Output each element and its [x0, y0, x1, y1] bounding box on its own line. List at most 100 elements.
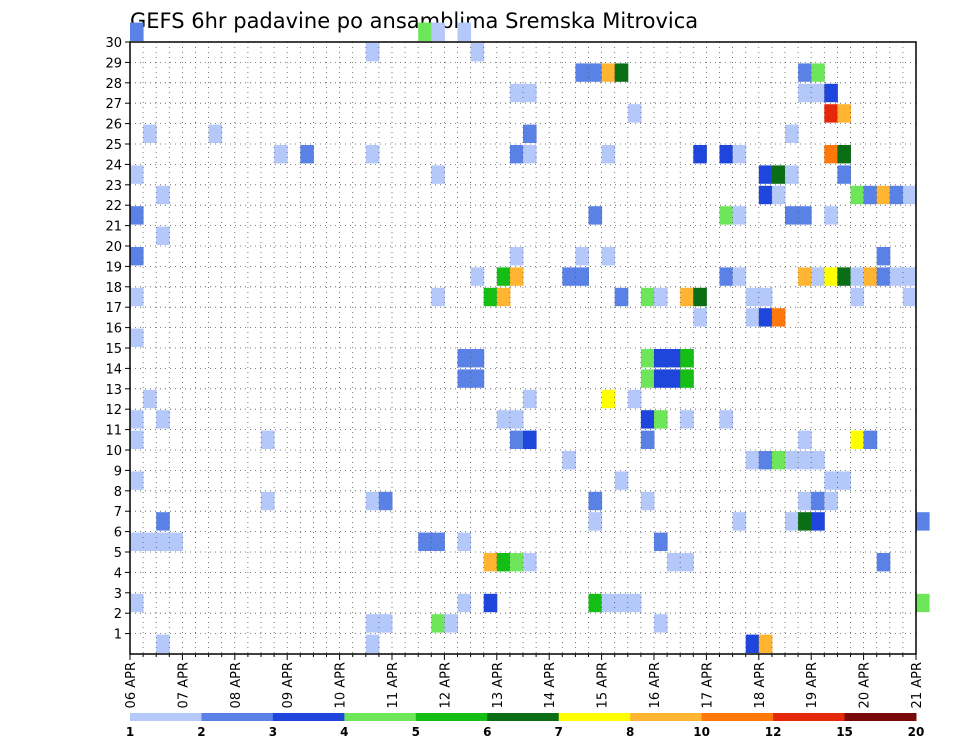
heatmap-cell: [627, 104, 642, 123]
heatmap-cell: [811, 267, 825, 286]
heatmap-cell: [365, 145, 380, 164]
heatmap-cell: [798, 83, 812, 103]
heatmap-cell: [496, 267, 511, 286]
heatmap-cell: [863, 185, 878, 205]
heatmap-cell: [509, 553, 524, 572]
heatmap-cell: [300, 145, 314, 164]
heatmap-cell: [575, 63, 589, 82]
heatmap-cell: [156, 634, 170, 653]
y-tick-label: 15: [105, 342, 122, 357]
heatmap-cell: [785, 451, 799, 470]
heatmap-cell: [785, 124, 799, 143]
y-tick-label: 5: [114, 546, 122, 561]
heatmap-cell: [169, 532, 183, 551]
heatmap-cell: [156, 512, 170, 531]
heatmap-cell: [837, 267, 851, 286]
colorbar-swatch: [558, 713, 631, 721]
heatmap-cell: [850, 185, 865, 205]
heatmap-cell: [588, 512, 603, 531]
x-tick-label: 07 APR: [176, 662, 191, 708]
heatmap-cell: [378, 614, 393, 633]
heatmap-cell: [837, 471, 851, 490]
heatmap-cell: [509, 83, 524, 103]
heatmap-cell: [156, 226, 170, 245]
heatmap-cell: [680, 410, 694, 429]
y-tick-label: 26: [105, 118, 122, 133]
heatmap-cell: [667, 349, 681, 368]
y-tick-label: 10: [105, 444, 122, 459]
heatmap-cell: [130, 410, 144, 429]
heatmap-cell: [824, 145, 838, 164]
heatmap-cell: [798, 267, 812, 286]
heatmap-cell: [876, 185, 891, 205]
heatmap-cell: [811, 491, 825, 511]
heatmap-cell: [457, 532, 472, 551]
y-tick-label: 17: [105, 301, 122, 316]
heatmap-cell: [640, 430, 655, 449]
heatmap-cell: [130, 471, 144, 490]
colorbar-tick-label: 6: [483, 725, 491, 739]
colorbar-swatch: [701, 713, 774, 721]
heatmap-cell: [588, 491, 603, 511]
heatmap-cell: [732, 512, 747, 531]
heatmap-cell: [365, 43, 380, 62]
y-tick-label: 27: [105, 97, 122, 112]
heatmap-cell: [850, 430, 865, 449]
chart-title: GEFS 6hr padavine po ansamblima Sremska …: [130, 9, 698, 33]
heatmap-cell: [811, 83, 825, 103]
heatmap-cell: [811, 512, 825, 531]
x-tick-label: 08 APR: [229, 662, 244, 708]
heatmap-cell: [798, 206, 812, 225]
heatmap-cell: [850, 287, 865, 307]
heatmap-cell: [667, 553, 681, 572]
heatmap-cell: [680, 553, 694, 572]
heatmap-cell: [771, 185, 786, 205]
heatmap-cell: [745, 451, 760, 470]
heatmap-cell: [601, 389, 616, 409]
heatmap-cell: [680, 287, 694, 307]
heatmap-cell: [732, 145, 747, 164]
heatmap-cell: [916, 512, 930, 531]
y-tick-label: 21: [105, 220, 122, 235]
heatmap-cell: [509, 145, 524, 164]
heatmap-cell: [640, 349, 655, 368]
heatmap-cell: [771, 165, 786, 184]
heatmap-cell: [509, 410, 524, 429]
heatmap-cell: [470, 369, 485, 388]
heatmap-cell: [523, 553, 537, 572]
heatmap-cell: [758, 308, 773, 327]
y-tick-label: 12: [105, 403, 122, 418]
heatmap-cell: [378, 491, 393, 511]
y-tick-label: 13: [105, 383, 122, 398]
heatmap-cell: [837, 145, 851, 164]
heatmap-cell: [863, 267, 878, 286]
heatmap-cell: [785, 165, 799, 184]
heatmap-cell: [902, 267, 917, 286]
colorbar-tick-label: 20: [908, 725, 925, 739]
heatmap-cell: [274, 145, 288, 164]
heatmap-cell: [470, 267, 485, 286]
heatmap-cell: [640, 287, 655, 307]
heatmap-cell: [863, 430, 878, 449]
y-tick-label: 23: [105, 179, 122, 194]
grid-lines: [130, 41, 916, 654]
colorbar-tick-label: 7: [555, 725, 563, 739]
heatmap-cell: [523, 145, 537, 164]
y-tick-label: 20: [105, 240, 122, 255]
heatmap-cell: [156, 410, 170, 429]
heatmap-cell: [680, 349, 694, 368]
heatmap-cell: [785, 512, 799, 531]
colorbar-swatch: [272, 713, 345, 721]
heatmap-cell: [798, 63, 812, 82]
heatmap-cell: [902, 287, 917, 307]
heatmap-cell: [130, 430, 144, 449]
heatmap-cell: [667, 369, 681, 388]
y-tick-label: 1: [114, 628, 122, 643]
x-tick-label: 20 APR: [858, 662, 873, 708]
y-tick-label: 9: [114, 464, 122, 479]
y-tick-label: 2: [114, 607, 122, 622]
heatmap-cell: [143, 532, 157, 551]
heatmap-cell: [614, 593, 629, 613]
heatmap-cell: [431, 287, 445, 307]
